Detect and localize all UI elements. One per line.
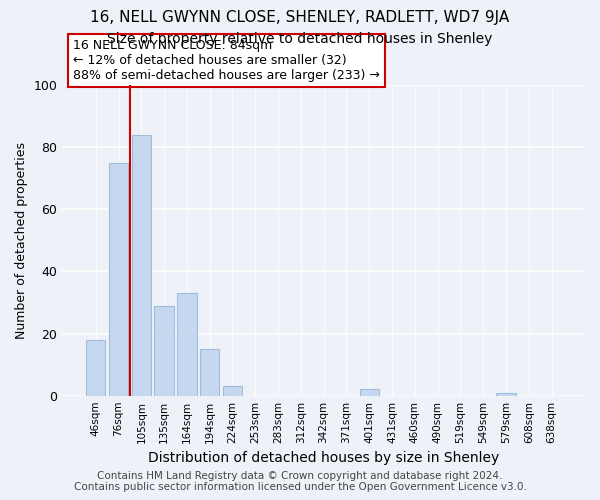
Bar bbox=[223, 386, 242, 396]
Text: 16, NELL GWYNN CLOSE, SHENLEY, RADLETT, WD7 9JA: 16, NELL GWYNN CLOSE, SHENLEY, RADLETT, … bbox=[91, 10, 509, 25]
Text: 16 NELL GWYNN CLOSE: 84sqm
← 12% of detached houses are smaller (32)
88% of semi: 16 NELL GWYNN CLOSE: 84sqm ← 12% of deta… bbox=[73, 39, 380, 82]
Bar bbox=[131, 134, 151, 396]
Text: Contains HM Land Registry data © Crown copyright and database right 2024.
Contai: Contains HM Land Registry data © Crown c… bbox=[74, 471, 526, 492]
X-axis label: Distribution of detached houses by size in Shenley: Distribution of detached houses by size … bbox=[148, 451, 499, 465]
Bar bbox=[359, 390, 379, 396]
Bar bbox=[86, 340, 106, 396]
Bar bbox=[496, 392, 515, 396]
Bar bbox=[200, 349, 220, 396]
Y-axis label: Number of detached properties: Number of detached properties bbox=[15, 142, 28, 339]
Bar bbox=[109, 162, 128, 396]
Bar bbox=[154, 306, 174, 396]
Bar bbox=[177, 293, 197, 396]
Text: Size of property relative to detached houses in Shenley: Size of property relative to detached ho… bbox=[107, 32, 493, 46]
